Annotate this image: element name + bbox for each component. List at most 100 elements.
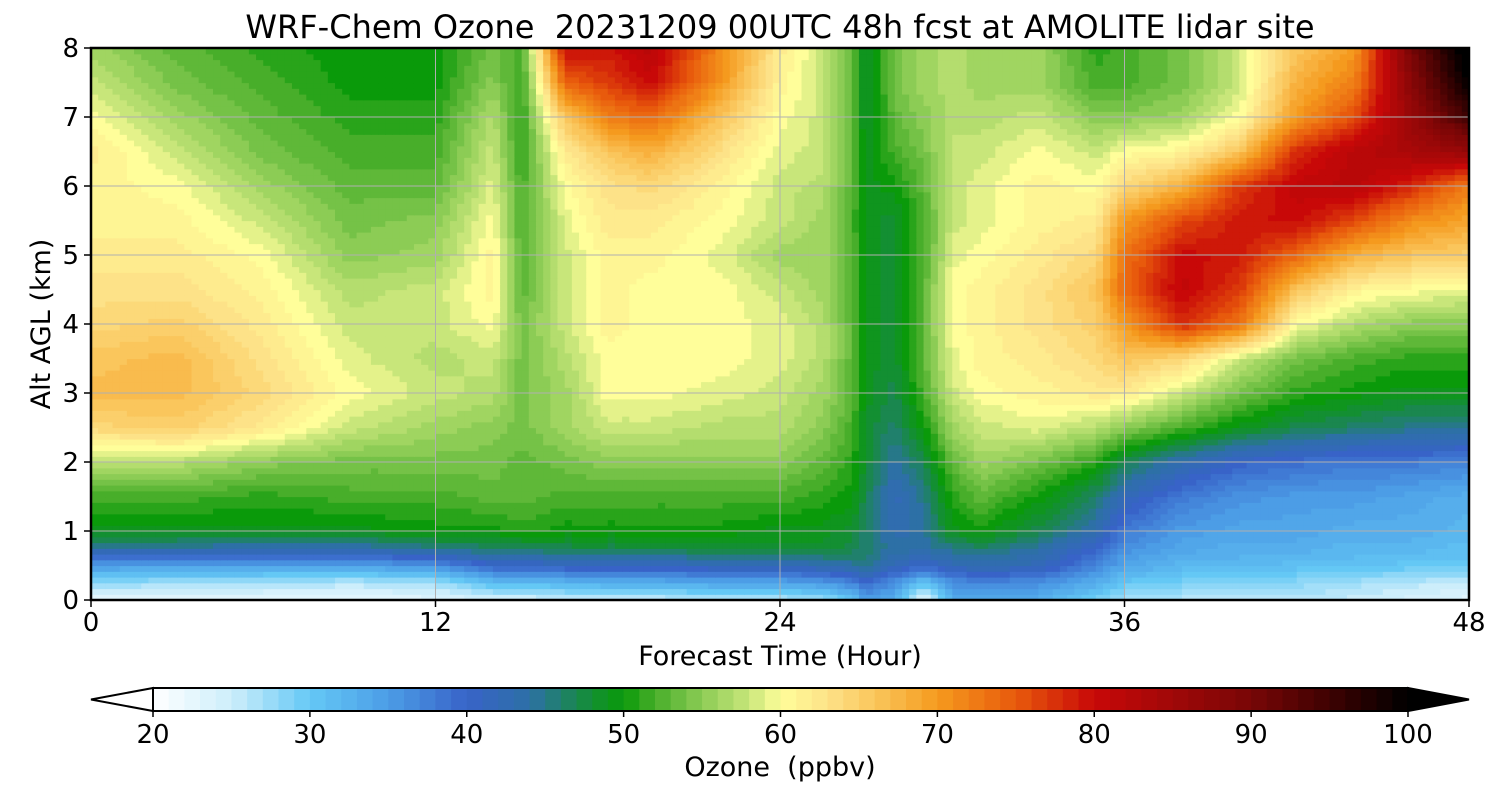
heatmap-cell [686,519,695,526]
heatmap-cell [1210,588,1219,595]
heatmap-cell [514,513,523,521]
heatmap-cell [313,536,322,544]
heatmap-cell [830,490,839,498]
heatmap-cell [1253,588,1262,595]
heatmap-cell [349,594,358,600]
heatmap-cell [751,450,760,457]
heatmap-cell [248,577,257,584]
heatmap-cell [665,588,673,595]
heatmap-cell [349,548,358,555]
heatmap-cell [1117,548,1126,555]
heatmap-cell [1346,565,1355,572]
heatmap-cell [457,525,465,532]
heatmap-cell [636,485,645,492]
heatmap-cell [887,513,896,521]
heatmap-cell [1311,519,1319,526]
heatmap-cell [1067,525,1075,532]
heatmap-cell [442,548,451,555]
heatmap-cell [1074,525,1083,532]
heatmap-cell [823,571,831,578]
heatmap-cell [866,462,874,469]
heatmap-cell [1461,531,1469,538]
heatmap-cell [198,542,207,549]
heatmap-cell [1354,490,1362,498]
heatmap-cell [959,485,968,492]
heatmap-cell [1425,525,1434,532]
heatmap-cell [564,513,573,521]
heatmap-cell [902,571,910,578]
heatmap-cell [464,473,472,480]
heatmap-cell [973,577,982,584]
heatmap-cell [1117,490,1126,498]
heatmap-cell [471,565,480,572]
heatmap-cell [1117,565,1126,572]
heatmap-cell [780,490,788,498]
heatmap-cell [485,577,494,584]
heatmap-cell [1354,536,1362,544]
heatmap-cell [636,508,645,515]
heatmap-cell [464,513,472,521]
heatmap-cell [557,496,566,503]
heatmap-cell [923,536,932,544]
heatmap-cell [1397,554,1406,561]
heatmap-cell [1454,496,1463,503]
heatmap-cell [916,554,925,561]
heatmap-cell [1404,582,1413,590]
heatmap-cell [435,542,444,549]
heatmap-cell [313,479,322,486]
heatmap-cell [729,508,738,515]
heatmap-cell [428,502,437,509]
heatmap-cell [277,456,286,463]
heatmap-cell [370,594,379,600]
heatmap-cell [370,536,379,544]
heatmap-cell [1260,577,1269,584]
heatmap-cell [1110,588,1118,595]
heatmap-cell [780,565,788,572]
heatmap-cell [141,479,150,486]
heatmap-cell [169,565,178,572]
heatmap-cell [629,450,638,457]
heatmap-cell [449,450,458,457]
heatmap-cell [1016,571,1025,578]
heatmap-cell [794,542,803,549]
heatmap-cell [349,502,358,509]
heatmap-cell [1425,571,1434,578]
heatmap-cell [930,554,939,561]
heatmap-cell [392,467,401,475]
heatmap-cell [1002,508,1011,515]
heatmap-cell [1024,588,1032,595]
heatmap-cell [686,542,695,549]
heatmap-cell [815,588,824,595]
heatmap-cell [729,467,738,475]
heatmap-cell [1411,508,1420,515]
heatmap-cell [1404,542,1413,549]
heatmap-cell [421,594,429,600]
heatmap-cell [500,519,508,526]
heatmap-cell [815,496,824,503]
heatmap-cell [1296,525,1305,532]
heatmap-cell [844,536,853,544]
heatmap-cell [1433,519,1441,526]
heatmap-cell [220,525,228,532]
heatmap-cell [600,548,609,555]
heatmap-cell [1303,582,1312,590]
heatmap-cell [169,513,178,521]
heatmap-cell [614,473,623,480]
heatmap-cell [169,548,178,555]
heatmap-cell [406,565,415,572]
heatmap-cell [435,485,444,492]
heatmap-cell [794,467,803,475]
heatmap-cell [284,559,293,567]
heatmap-cell [1296,548,1305,555]
heatmap-cell [1440,496,1449,503]
heatmap-cell [299,577,307,584]
heatmap-cell [1024,513,1032,521]
heatmap-cell [306,594,315,600]
heatmap-cell [729,479,738,486]
heatmap-cell [1002,554,1011,561]
heatmap-cell [1246,485,1255,492]
heatmap-cell [823,485,831,492]
heatmap-cell [629,496,638,503]
heatmap-cell [894,594,903,600]
heatmap-cell [1067,479,1075,486]
